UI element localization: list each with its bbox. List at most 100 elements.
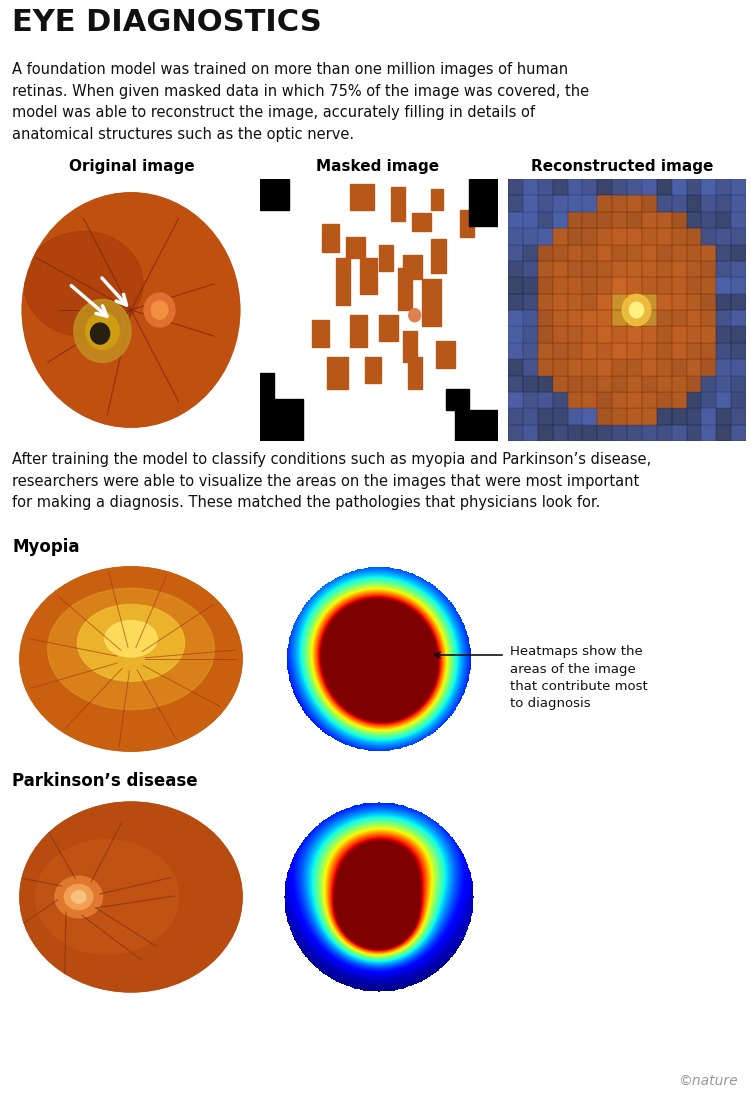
Bar [716, 326, 731, 343]
Bar [597, 425, 612, 441]
Bar [716, 211, 731, 228]
Bar [642, 310, 657, 326]
Bar [686, 310, 701, 326]
Bar [642, 359, 657, 376]
Bar [657, 228, 671, 244]
Bar [701, 425, 716, 441]
Bar [642, 408, 657, 425]
Bar [431, 189, 443, 210]
Bar [642, 293, 657, 310]
Bar [553, 425, 568, 441]
Bar [657, 277, 671, 293]
Bar [627, 326, 642, 343]
Bar [568, 293, 582, 310]
Bar [612, 359, 627, 376]
Bar [398, 268, 412, 310]
Bar [627, 178, 642, 195]
Bar [568, 244, 582, 261]
Bar [671, 293, 686, 310]
Bar [538, 408, 553, 425]
Bar [597, 408, 612, 425]
Bar [582, 211, 597, 228]
Bar [657, 178, 671, 195]
Bar [538, 178, 553, 195]
Bar [686, 326, 701, 343]
Bar [523, 326, 538, 343]
Ellipse shape [19, 802, 243, 993]
Bar [627, 310, 642, 326]
Bar [597, 293, 612, 310]
Bar [597, 392, 612, 408]
Bar [523, 376, 538, 392]
Bar [582, 310, 597, 326]
Text: Reconstructed image: Reconstructed image [531, 160, 713, 174]
Bar [345, 237, 365, 257]
Bar [701, 293, 716, 310]
Bar [408, 357, 422, 389]
Bar [403, 331, 417, 362]
Bar [612, 293, 627, 310]
Bar [686, 359, 701, 376]
Bar [553, 261, 568, 277]
Bar [671, 425, 686, 441]
Bar [538, 425, 553, 441]
Bar [508, 244, 523, 261]
Bar [657, 261, 671, 277]
Bar [627, 195, 642, 211]
Bar [612, 277, 627, 293]
Bar [642, 195, 657, 211]
Bar [701, 228, 716, 244]
Bar [597, 326, 612, 343]
Text: Original image: Original image [69, 160, 195, 174]
Bar [445, 389, 469, 410]
Bar [657, 359, 671, 376]
Bar [523, 310, 538, 326]
Bar [701, 408, 716, 425]
Bar [642, 261, 657, 277]
Bar [351, 315, 367, 347]
Bar [686, 211, 701, 228]
Bar [642, 326, 657, 343]
Bar [716, 228, 731, 244]
Bar [627, 293, 642, 310]
Text: EYE DIAGNOSTICS: EYE DIAGNOSTICS [12, 8, 321, 37]
Bar [612, 195, 627, 211]
Ellipse shape [24, 231, 143, 336]
Bar [365, 357, 382, 383]
Bar [568, 211, 582, 228]
Bar [553, 244, 568, 261]
Bar [686, 195, 701, 211]
Bar [538, 228, 553, 244]
Bar [568, 178, 582, 195]
Bar [568, 326, 582, 343]
Bar [686, 178, 701, 195]
Bar [731, 425, 746, 441]
Bar [460, 210, 474, 237]
Bar [686, 293, 701, 310]
Bar [597, 178, 612, 195]
Bar [538, 310, 553, 326]
Bar [627, 376, 642, 392]
Bar [538, 244, 553, 261]
Bar [612, 326, 627, 343]
Bar [568, 195, 582, 211]
Bar [642, 343, 657, 359]
Bar [523, 425, 538, 441]
Bar [582, 326, 597, 343]
Bar [582, 228, 597, 244]
Bar [701, 392, 716, 408]
Bar [508, 211, 523, 228]
Bar [701, 310, 716, 326]
Bar [671, 359, 686, 376]
Circle shape [409, 309, 421, 322]
Bar [671, 178, 686, 195]
Bar [671, 228, 686, 244]
Bar [523, 293, 538, 310]
Bar [568, 261, 582, 277]
Bar [597, 195, 612, 211]
Bar [627, 244, 642, 261]
Bar [582, 178, 597, 195]
Bar [686, 376, 701, 392]
Bar [671, 392, 686, 408]
Bar [731, 244, 746, 261]
